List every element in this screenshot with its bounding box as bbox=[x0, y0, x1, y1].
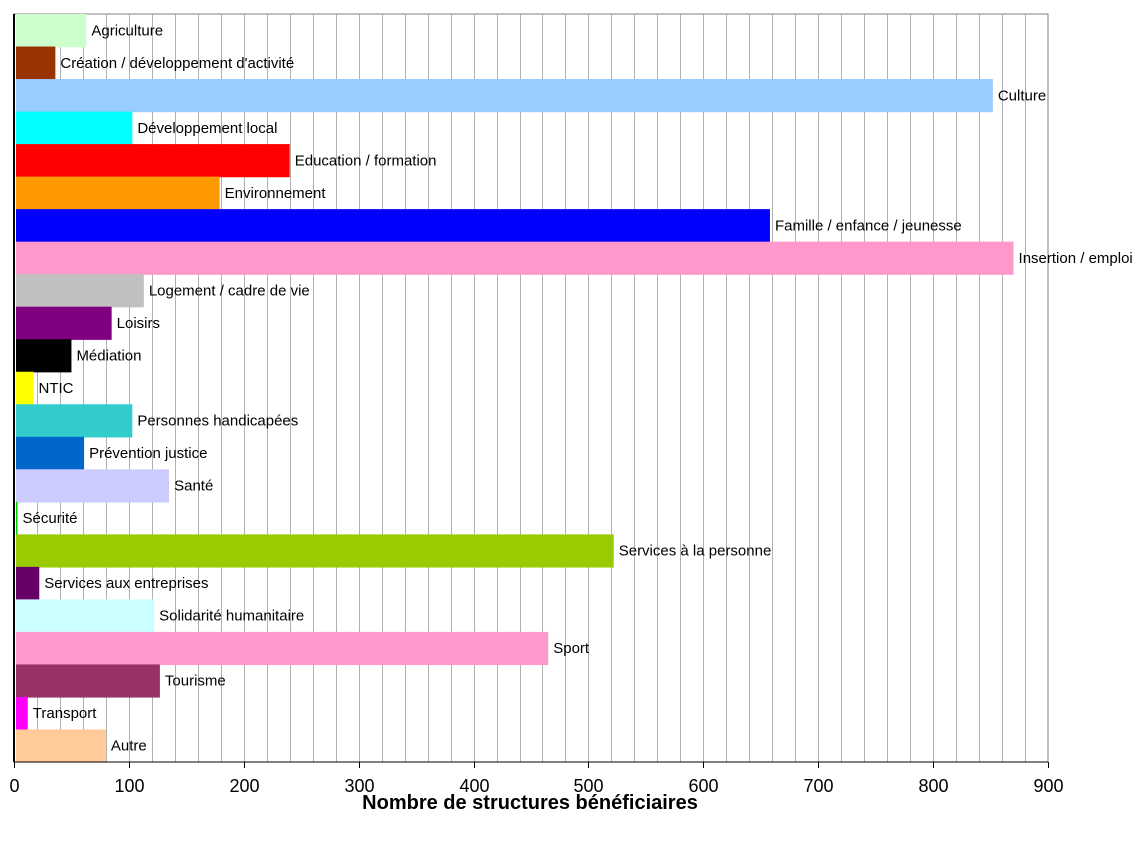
bar bbox=[16, 566, 40, 601]
x-tick-label: 900 bbox=[1033, 776, 1063, 796]
bars: Agriculture Création / développement d'ac… bbox=[16, 14, 1133, 763]
bar-label: Médiation bbox=[76, 347, 141, 364]
bar-label: Création / développement d'activité bbox=[60, 55, 294, 72]
bar-label: Sécurité bbox=[23, 510, 78, 527]
bar bbox=[16, 664, 160, 698]
bar bbox=[16, 339, 72, 373]
bar bbox=[16, 729, 106, 763]
bar-label: Transport bbox=[33, 705, 97, 722]
bar-label: Culture bbox=[998, 87, 1046, 104]
x-tick-label: 100 bbox=[114, 776, 144, 796]
bar bbox=[16, 436, 85, 470]
bar bbox=[16, 176, 220, 210]
x-axis-title: Nombre de structures bénéficiaires bbox=[362, 792, 698, 814]
bar bbox=[16, 371, 34, 405]
bar bbox=[16, 209, 770, 243]
bar-label: Environnement bbox=[225, 185, 327, 202]
x-tick-labels: 0 100 200 300 400 500 600 700 800 900 bbox=[9, 776, 1063, 796]
bar bbox=[16, 534, 614, 568]
bar-label: Développement local bbox=[137, 120, 277, 137]
bar-label: Insertion / emploi bbox=[1019, 250, 1133, 267]
bar bbox=[16, 274, 144, 308]
x-tick-label: 700 bbox=[803, 776, 833, 796]
bar-label: Famille / enfance / jeunesse bbox=[775, 217, 962, 234]
bar bbox=[16, 79, 993, 113]
bar bbox=[16, 306, 112, 340]
x-tick-label: 500 bbox=[573, 776, 603, 796]
bar-label: Services à la personne bbox=[619, 543, 772, 560]
x-tick-label: 0 bbox=[9, 776, 19, 796]
bar bbox=[16, 46, 56, 80]
bar-label: Agriculture bbox=[91, 22, 163, 39]
bar bbox=[16, 696, 28, 731]
x-tick-label: 600 bbox=[688, 776, 718, 796]
x-tick-label: 300 bbox=[344, 776, 374, 796]
bar bbox=[16, 144, 290, 178]
bar-label: Personnes handicapées bbox=[137, 413, 298, 430]
bar-label: Services aux entreprises bbox=[44, 575, 208, 592]
bar-label: Santé bbox=[174, 478, 213, 495]
bar-label: Loisirs bbox=[117, 315, 160, 332]
axes bbox=[13, 14, 1049, 768]
x-tick-label: 400 bbox=[459, 776, 489, 796]
bar bbox=[16, 14, 87, 48]
bar bbox=[16, 631, 549, 666]
bar bbox=[16, 501, 18, 535]
bar-label: Tourisme bbox=[165, 673, 226, 690]
bar-label: Autre bbox=[111, 738, 147, 755]
bar bbox=[16, 404, 133, 438]
bar bbox=[16, 599, 155, 633]
bar bbox=[16, 241, 1014, 275]
bar bbox=[16, 469, 170, 503]
x-tick-label: 200 bbox=[229, 776, 259, 796]
bar bbox=[16, 111, 133, 145]
bar-label: Education / formation bbox=[295, 152, 437, 169]
bar-label: Sport bbox=[553, 640, 590, 657]
bar-label: Logement / cadre de vie bbox=[149, 282, 310, 299]
x-tick-label: 800 bbox=[918, 776, 948, 796]
bar-label: Solidarité humanitaire bbox=[159, 608, 304, 625]
bar-label: NTIC bbox=[39, 380, 74, 397]
bar-label: Prévention justice bbox=[89, 445, 207, 462]
